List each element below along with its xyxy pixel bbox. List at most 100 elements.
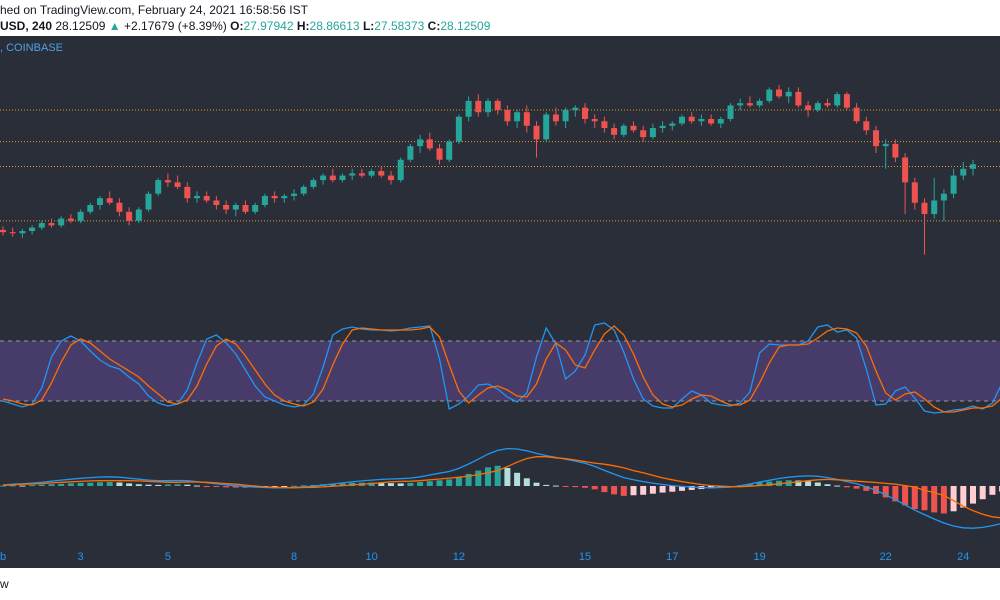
candle-body — [562, 109, 569, 122]
macd-hist-bar — [950, 486, 957, 512]
x-tick-label: 22 — [880, 551, 892, 563]
macd-hist-bar — [882, 486, 889, 498]
candle-body — [494, 100, 501, 110]
macd-hist-bar — [155, 484, 162, 486]
candle-body — [688, 116, 695, 122]
candle-body — [9, 232, 16, 234]
macd-hist-bar — [970, 486, 976, 504]
macd-hist-bar — [475, 470, 482, 486]
candle-body — [397, 159, 404, 181]
macd-hist-bar — [649, 486, 656, 494]
chart-svg[interactable]: b 3 5 8 10 12 15 17 19 22 24 — [0, 36, 1000, 568]
candle-body — [795, 91, 802, 106]
chart-header: hed on TradingView.com, February 24, 202… — [0, 0, 1000, 36]
macd-hist-bar — [417, 482, 424, 486]
candle-body — [659, 125, 666, 129]
macd-hist-bar — [940, 486, 947, 514]
macd-hist-bar — [397, 483, 404, 486]
macd-hist-bar — [562, 486, 569, 487]
macd-hist-bar — [572, 486, 579, 488]
candle-body — [873, 130, 879, 147]
symbol-label: USD, 240 — [0, 19, 53, 33]
candle-body — [737, 103, 744, 106]
macd-hist-bar — [77, 482, 84, 486]
candle-body — [485, 100, 491, 113]
x-tick-label: 10 — [365, 551, 377, 563]
macd-hist-bar — [863, 486, 870, 491]
price-change: +2.17679 (+8.39%) — [124, 19, 227, 33]
candle-body — [164, 180, 171, 183]
open-value: 27.97942 — [243, 19, 294, 33]
candle-body — [232, 205, 239, 210]
candle-body — [698, 119, 705, 122]
candle-body — [116, 202, 123, 212]
macd-hist-bar — [300, 485, 307, 487]
macd-hist-bar — [620, 486, 627, 496]
macd-hist-bar — [426, 481, 433, 486]
macd-hist-bar — [407, 482, 414, 486]
x-tick-label: 19 — [753, 551, 765, 563]
macd-hist-bar — [591, 486, 598, 490]
macd-hist-bar — [135, 484, 142, 486]
candle-body — [921, 202, 928, 215]
candle-body — [620, 125, 627, 135]
candle-body — [572, 107, 579, 110]
macd-hist-bar — [669, 486, 676, 492]
macd-hist-bar — [97, 482, 103, 486]
macd-hist-bar — [0, 485, 6, 487]
candle-body — [766, 89, 773, 101]
macd-hist-bar — [543, 484, 550, 486]
candle-body — [58, 218, 65, 226]
candle-body — [582, 107, 588, 119]
macd-hist-bar — [194, 485, 200, 487]
candle-body — [679, 116, 685, 124]
macd-hist-bar — [213, 486, 220, 487]
macd-hist-bar — [58, 483, 65, 486]
candle-body — [310, 180, 317, 187]
candle-body — [223, 205, 230, 210]
published-note: hed on TradingView.com, February 24, 202… — [0, 3, 308, 17]
candle-body — [242, 205, 249, 212]
macd-hist-bar — [388, 483, 394, 486]
macd-hist-bar — [814, 482, 821, 486]
candle-body — [863, 121, 870, 131]
candles — [0, 85, 976, 255]
candle-body — [669, 123, 676, 126]
macd-hist-bar — [291, 485, 297, 487]
macd-line — [2, 447, 1000, 529]
macd-hist-bar — [640, 486, 647, 495]
stoch-band — [0, 341, 1000, 401]
candle-body — [349, 173, 356, 176]
open-label: O: — [230, 19, 244, 33]
macd-hist-bar — [174, 484, 181, 486]
chart-area[interactable]: b 3 5 8 10 12 15 17 19 22 24 — [0, 36, 1000, 568]
candle-body — [601, 121, 608, 129]
candle-body — [329, 175, 336, 181]
candle-body — [882, 143, 889, 147]
macd-hist-bar — [87, 482, 94, 486]
macd-hist-bar — [582, 486, 588, 488]
macd-hist-bar — [805, 481, 812, 486]
candle-body — [902, 157, 909, 183]
candle-body — [407, 146, 414, 160]
macd-hist-bar — [339, 483, 346, 486]
candle-body — [911, 182, 918, 203]
macd-hist-bar — [38, 484, 45, 486]
candle-body — [746, 103, 753, 106]
stoch-d-line — [2, 325, 1000, 413]
candle-body — [281, 195, 288, 199]
candle-body — [611, 128, 618, 135]
high-label: H: — [296, 19, 310, 33]
macd-hist-bar — [746, 483, 753, 486]
candle-body — [261, 195, 268, 205]
x-tick-label: 5 — [165, 551, 171, 563]
candle-body — [960, 168, 967, 176]
macd-hist-bar — [106, 482, 113, 486]
candle-body — [717, 119, 724, 124]
macd-hist-bar — [203, 486, 210, 487]
stoch-k-line — [2, 322, 1000, 414]
macd-hist-bar — [504, 467, 511, 486]
macd-hist-bar — [232, 486, 239, 488]
candle-body — [174, 182, 181, 187]
macd-hist-bar — [9, 485, 16, 487]
